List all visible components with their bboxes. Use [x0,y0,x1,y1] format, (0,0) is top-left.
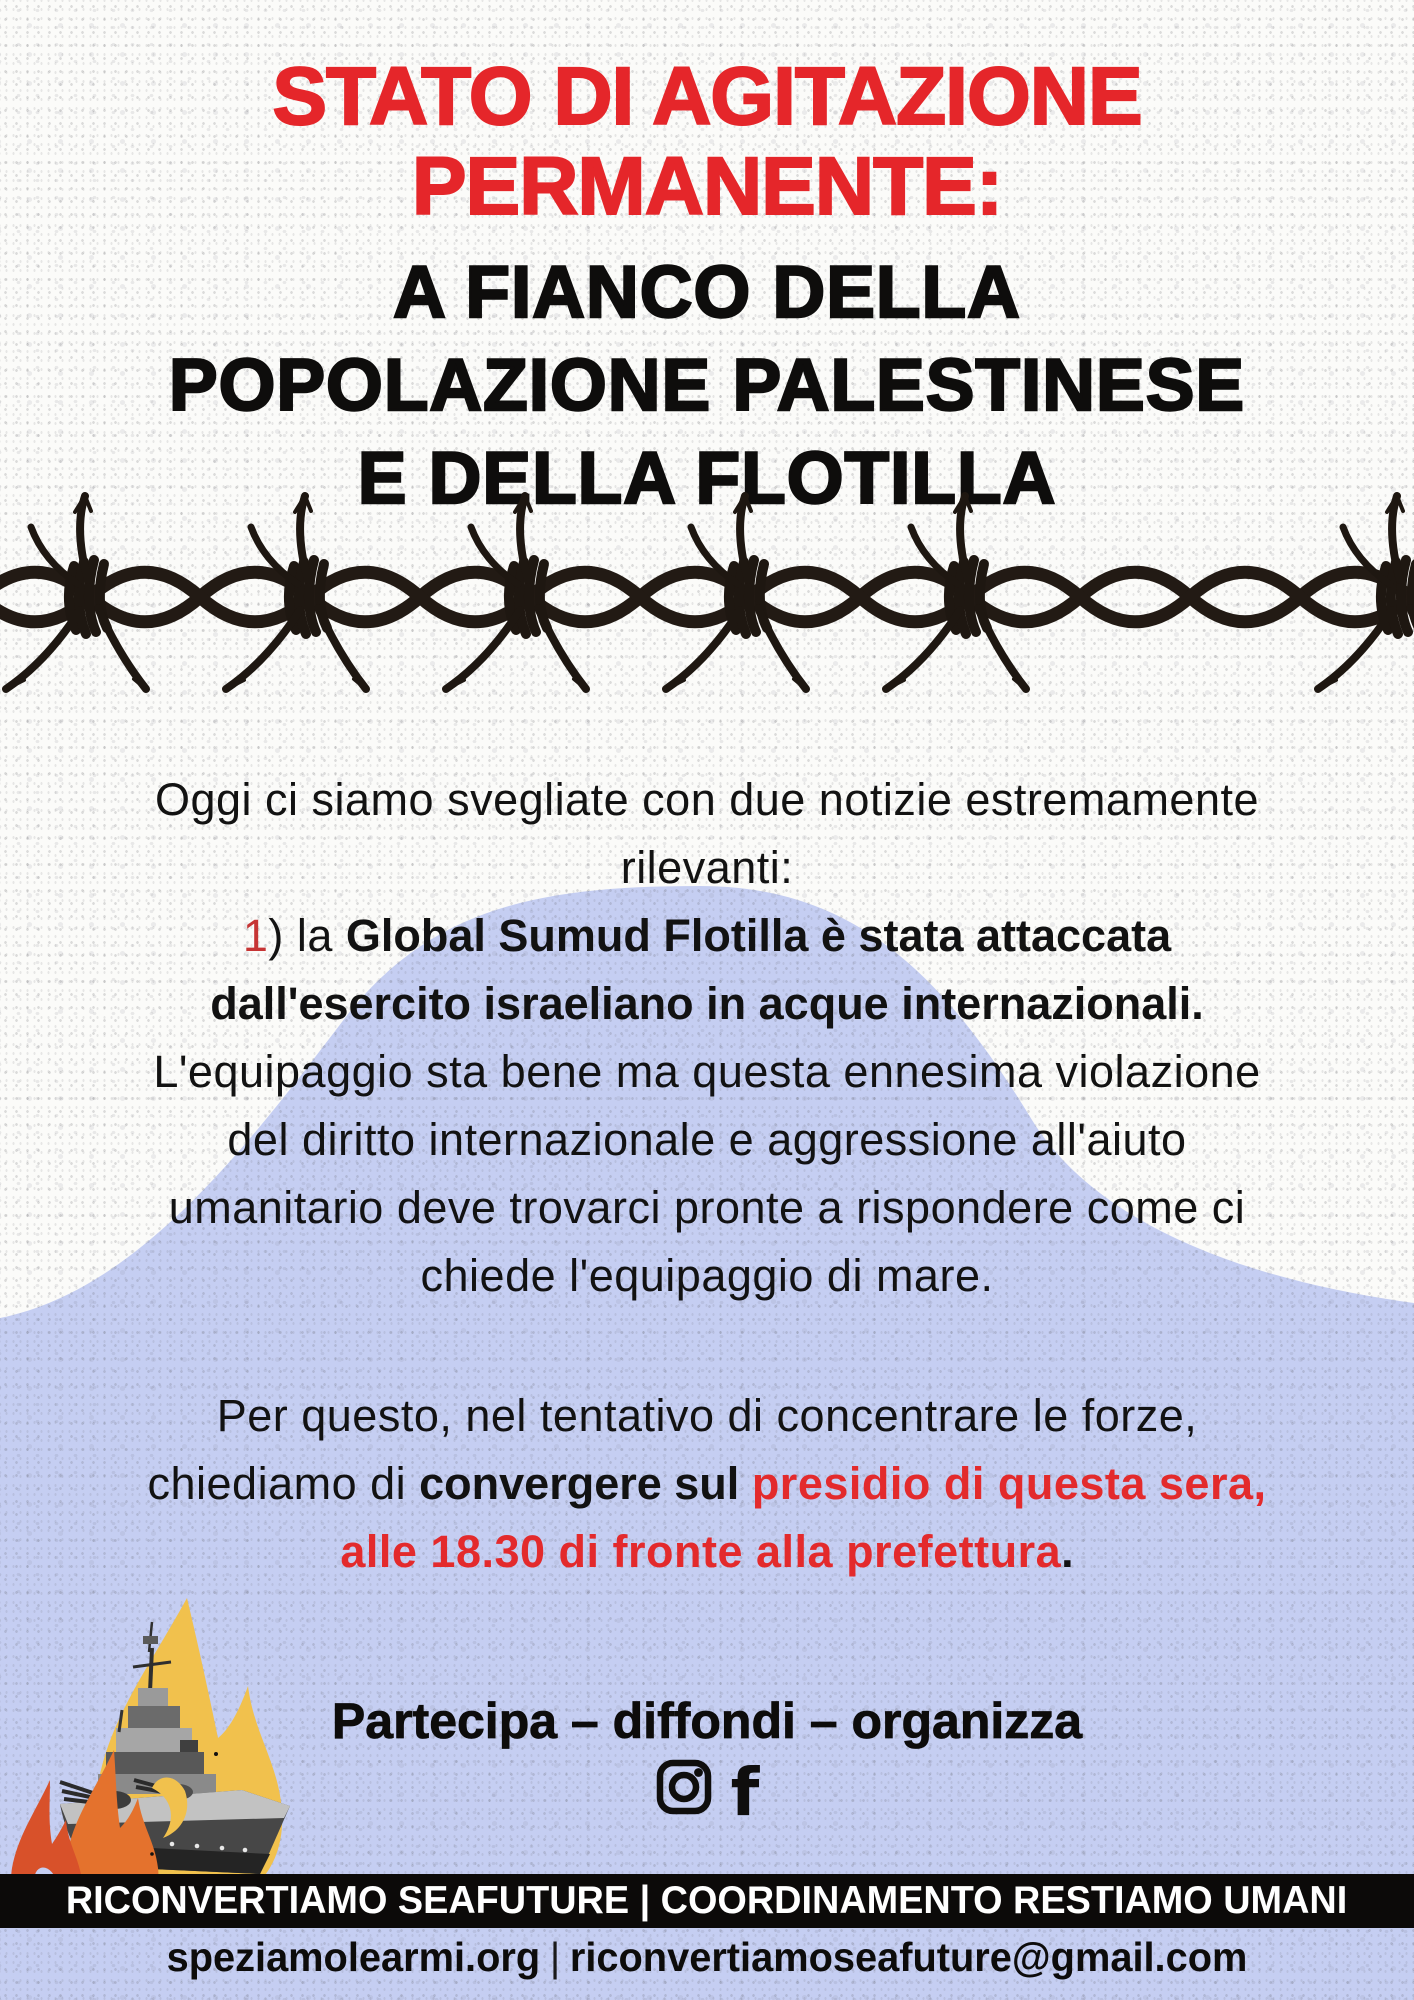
news-line: 1) la Global Sumud Flotilla è stata atta… [242,910,1172,961]
email-link[interactable]: riconvertiamoseafuture@gmail.com [569,1934,1248,1980]
footer-bar: RICONVERTIAMO SEAFUTURE | COORDINAMENTO … [0,1874,1414,1928]
event-highlight: presidio di questa sera, [751,1458,1267,1509]
social-icons-row: f [0,1756,1414,1826]
barbed-wire-icon [0,492,1414,706]
cta-line: Per questo, nel tentativo di concentrare… [216,1390,1198,1441]
headline-block: STATO DI AGITAZIONE PERMANENTE: A FIANCO… [0,51,1414,525]
footer-bar-text: RICONVERTIAMO SEAFUTURE | COORDINAMENTO … [66,1879,1348,1922]
paragraph-news: Oggi ci siamo svegliate con due notizie … [0,766,1414,1310]
list-number: 1 [242,910,269,961]
news-line: chiede l'equipaggio di mare. [420,1250,994,1301]
contact-line: speziamolearmi.org | riconvertiamoseafutur… [21,1928,1393,1986]
headline-black-line3: E DELLA FLOTILLA [357,437,1057,520]
headline-black-line2: POPOLAZIONE PALESTINESE [168,344,1246,427]
news-line: del diritto internazionale e aggressione… [227,1114,1187,1165]
instagram-icon[interactable] [655,1758,713,1816]
headline-red-line2: PERMANENTE: [411,141,1004,233]
event-time-place: alle 18.30 di fronte alla prefettura [340,1526,1062,1577]
cta-line: chiediamo di convergere sul presidio di … [147,1458,1267,1509]
headline-black-line1: A FIANCO DELLA [392,251,1021,334]
facebook-icon[interactable]: f [730,1754,760,1831]
contact-separator: | [549,1934,561,1980]
cta-line: alle 18.30 di fronte alla prefettura. [340,1526,1074,1577]
news-line: Oggi ci siamo svegliate con due notizie … [154,774,1260,825]
website-link[interactable]: speziamolearmi.org [166,1934,541,1980]
news-line: rilevanti: [620,842,794,893]
news-line: dall'esercito israeliano in acque intern… [210,978,1204,1029]
slogan: Partecipa – diffondi – organizza [331,1693,1083,1750]
news-line: L'equipaggio sta bene ma questa ennesima… [153,1046,1261,1097]
paragraph-call-to-action: Per questo, nel tentativo di concentrare… [0,1382,1414,1586]
headline-red-line1: STATO DI AGITAZIONE [271,51,1143,143]
news-line: umanitario deve trovarci pronte a rispon… [168,1182,1246,1233]
